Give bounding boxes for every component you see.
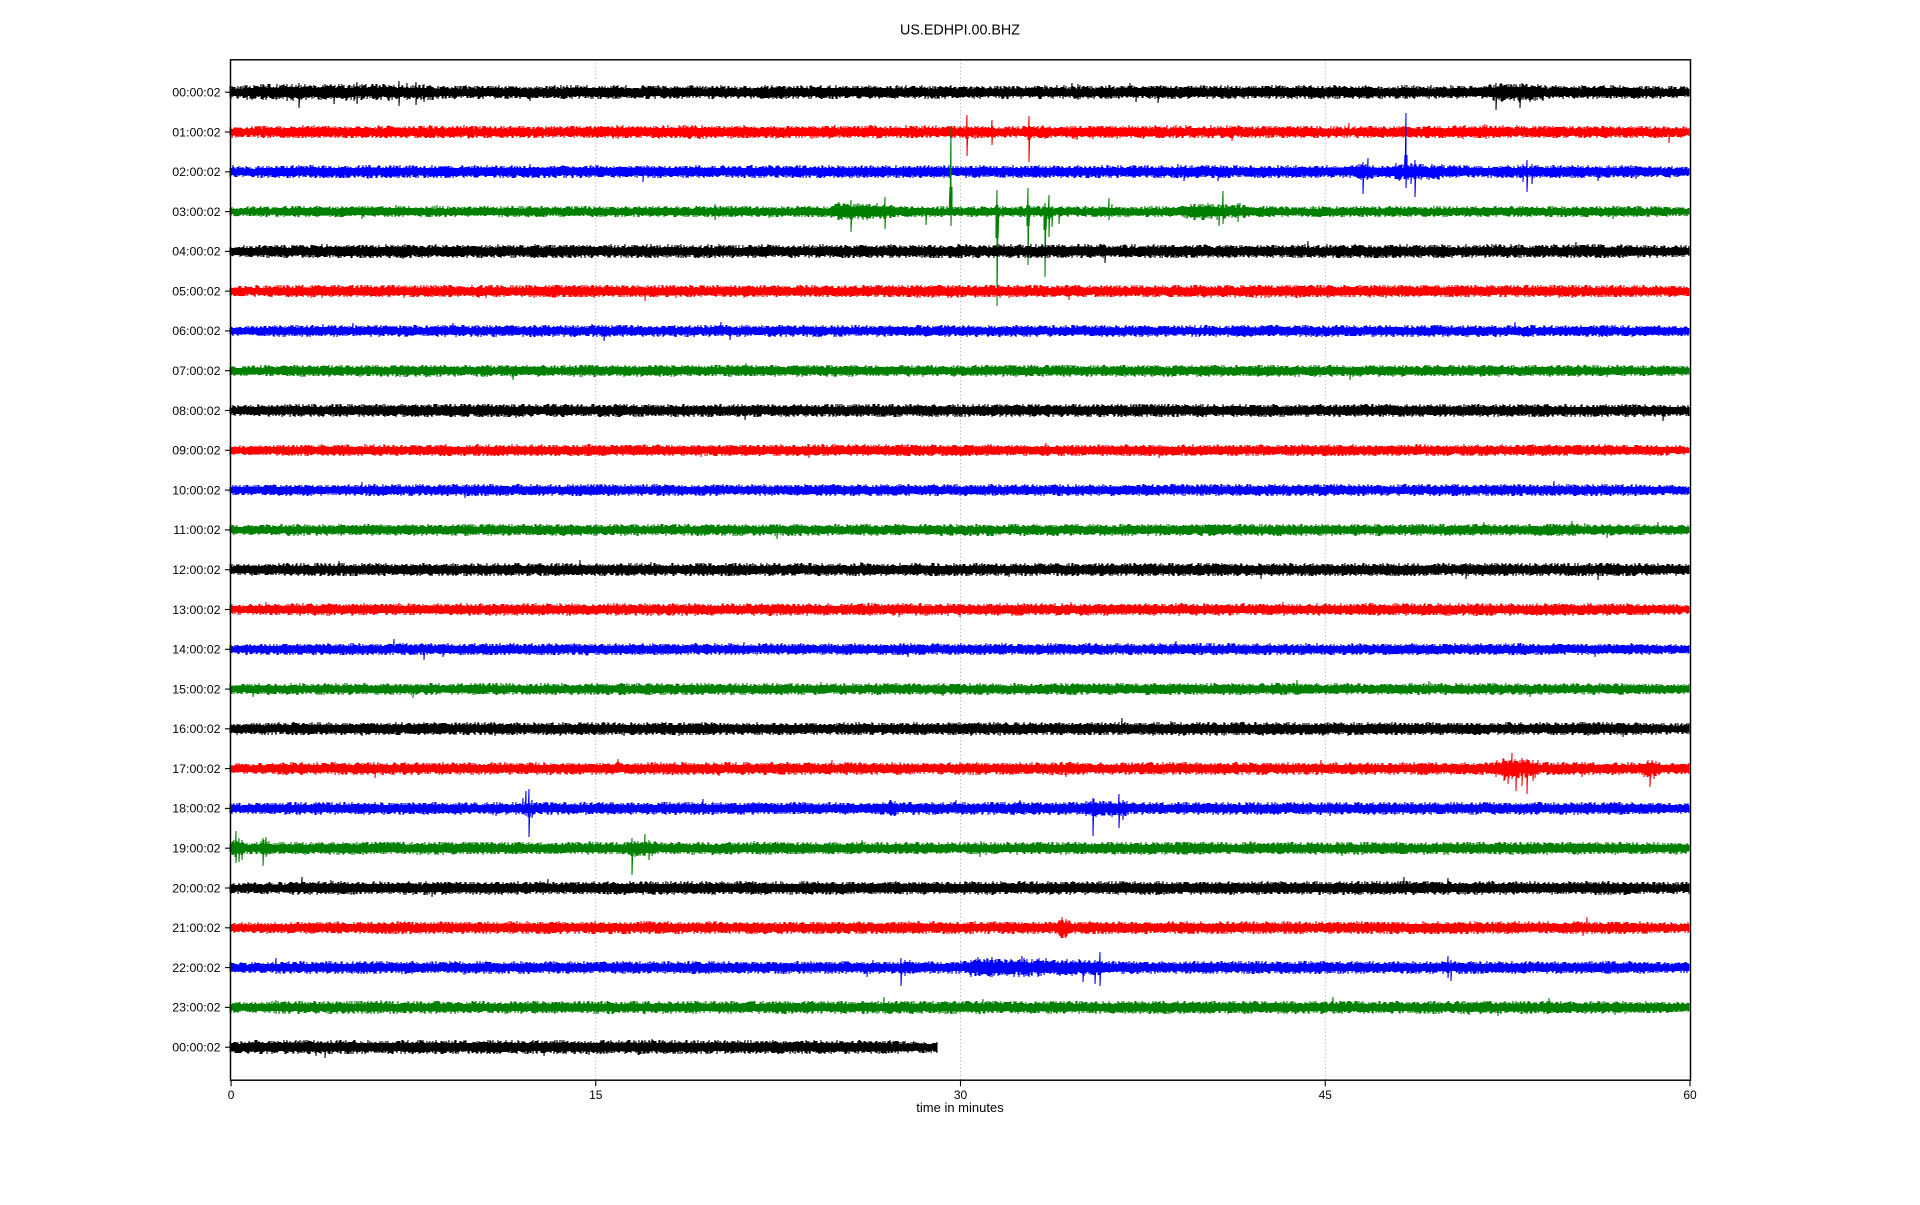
svg-text:04:00:02: 04:00:02 [172,245,220,259]
svg-text:US.EDHPI.00.BHZ: US.EDHPI.00.BHZ [900,23,1020,39]
svg-text:02:00:02: 02:00:02 [172,165,220,179]
svg-text:01:00:02: 01:00:02 [172,125,220,139]
svg-text:18:00:02: 18:00:02 [172,802,220,816]
svg-text:21:00:02: 21:00:02 [172,921,220,935]
svg-text:00:00:02: 00:00:02 [172,86,220,100]
svg-text:23:00:02: 23:00:02 [172,1001,220,1015]
svg-text:05:00:02: 05:00:02 [172,284,220,298]
svg-text:14:00:02: 14:00:02 [172,643,220,657]
svg-text:time in minutes: time in minutes [916,1100,1004,1115]
svg-text:09:00:02: 09:00:02 [172,444,220,458]
svg-text:19:00:02: 19:00:02 [172,842,220,856]
svg-text:10:00:02: 10:00:02 [172,483,220,497]
svg-text:00:00:02: 00:00:02 [172,1041,220,1055]
svg-text:30: 30 [954,1088,968,1102]
svg-text:22:00:02: 22:00:02 [172,961,220,975]
svg-text:08:00:02: 08:00:02 [172,404,220,418]
svg-text:60: 60 [1683,1088,1697,1102]
svg-text:15: 15 [589,1088,603,1102]
svg-text:13:00:02: 13:00:02 [172,603,220,617]
svg-text:03:00:02: 03:00:02 [172,205,220,219]
svg-text:16:00:02: 16:00:02 [172,722,220,736]
svg-text:06:00:02: 06:00:02 [172,324,220,338]
svg-text:20:00:02: 20:00:02 [172,881,220,895]
svg-text:07:00:02: 07:00:02 [172,364,220,378]
svg-text:17:00:02: 17:00:02 [172,762,220,776]
svg-text:12:00:02: 12:00:02 [172,563,220,577]
svg-text:0: 0 [228,1088,235,1102]
svg-text:15:00:02: 15:00:02 [172,682,220,696]
svg-text:11:00:02: 11:00:02 [173,523,220,537]
svg-text:45: 45 [1319,1088,1333,1102]
